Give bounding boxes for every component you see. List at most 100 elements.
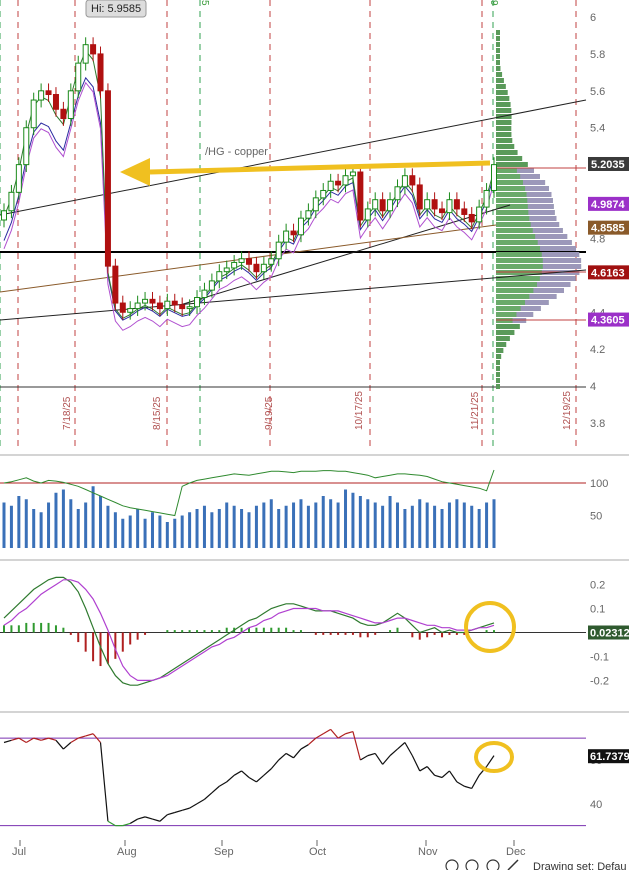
x-axis-label: Jul xyxy=(12,846,26,858)
volume-bar xyxy=(373,502,377,548)
volume-bar xyxy=(143,518,147,548)
price-tag: 4.3605 xyxy=(588,312,629,327)
rsi-tick-label: 40 xyxy=(590,799,602,811)
candle xyxy=(82,44,89,64)
volume-profile-bar xyxy=(496,96,510,101)
candle xyxy=(275,241,282,260)
volume-panel[interactable]: 100 50 xyxy=(0,454,629,548)
green-marker-label: 9 xyxy=(488,0,499,6)
price-tag: 4.9874 xyxy=(588,196,629,211)
volume-bar xyxy=(165,522,169,548)
rsi-segment xyxy=(374,753,384,765)
price-panel[interactable]: 7/18/25 8/15/25 9/19/25 10/17/25 11/21/25 12/… xyxy=(0,0,629,446)
price-tag-box xyxy=(588,156,629,171)
arrow-shaft xyxy=(149,160,491,175)
rsi-segment xyxy=(300,744,309,750)
rsi-segment xyxy=(137,816,146,820)
volume-profile-bar xyxy=(496,186,549,191)
value-area-bar xyxy=(533,288,564,293)
volume-profile-bar xyxy=(496,264,582,269)
macd-histogram-bar xyxy=(255,627,258,633)
volume-bar xyxy=(321,496,325,548)
date-marker-label: 12/19/25 xyxy=(562,391,573,430)
macd-histogram-bar xyxy=(277,627,280,633)
volume-profile-bar xyxy=(496,360,500,365)
volume-profile-bar xyxy=(496,180,546,185)
macd-histogram-bar xyxy=(181,630,184,633)
value-area-bar xyxy=(542,264,582,269)
macd-tick-label: 0.2 xyxy=(590,580,605,592)
volume-bar xyxy=(455,499,459,548)
rsi-segment xyxy=(471,775,480,789)
volume-avg-line xyxy=(3,469,495,517)
candle xyxy=(253,263,260,273)
volume-profile-bar xyxy=(496,30,500,35)
candle xyxy=(342,175,349,186)
macd-histogram-bar xyxy=(411,632,414,638)
pencil-icon[interactable] xyxy=(507,859,519,870)
macd-histogram-bar xyxy=(225,627,228,633)
candle xyxy=(127,308,134,313)
price-tag: 5.2035 xyxy=(588,156,629,171)
rsi-segment xyxy=(389,748,398,757)
volume-profile-bar xyxy=(496,228,563,233)
macd-histogram-bar xyxy=(248,627,250,633)
value-area-bar xyxy=(540,246,577,251)
x-axis-label: Dec xyxy=(506,846,526,858)
value-area-bar xyxy=(516,168,535,173)
zoom-out-icon[interactable] xyxy=(465,859,479,870)
rsi-segment xyxy=(167,811,175,816)
candle xyxy=(439,208,446,214)
volume-profile-bar xyxy=(496,60,500,65)
volume-bar xyxy=(358,496,362,548)
candle xyxy=(223,267,230,273)
volume-profile-bar xyxy=(496,54,500,59)
candle xyxy=(491,164,497,191)
drawing-set-label[interactable]: Drawing set: Defau xyxy=(533,861,627,870)
volume-profile-bar xyxy=(496,306,541,311)
candle xyxy=(453,199,460,210)
rsi-segment xyxy=(107,820,116,827)
candle xyxy=(201,289,208,299)
value-area-bar xyxy=(528,210,555,215)
rsi-segment xyxy=(218,781,228,787)
candle xyxy=(446,199,453,214)
volume-bar xyxy=(240,509,244,548)
rsi-segment xyxy=(189,803,198,809)
candle xyxy=(1,210,7,221)
volume-bar xyxy=(269,499,273,548)
date-marker-label: 7/18/25 xyxy=(62,396,73,430)
candle xyxy=(104,90,111,267)
macd-histogram-bar xyxy=(218,630,221,633)
macd-histogram-bar xyxy=(351,632,354,635)
x-axis: Jul Aug Sep Oct Nov Dec xyxy=(12,840,526,858)
rsi-highlight-circle xyxy=(474,741,514,773)
date-marker-label: 9/19/25 xyxy=(264,396,275,430)
macd-histogram-bar xyxy=(426,632,429,638)
rsi-segment xyxy=(204,792,213,800)
macd-histogram-bar xyxy=(285,627,288,633)
footer-toolbar: Drawing set: Defau xyxy=(445,859,627,870)
rsi-panel[interactable]: 604061.7379 xyxy=(0,711,629,827)
candle xyxy=(461,208,468,215)
pan-icon[interactable] xyxy=(486,859,500,870)
price-tag-box xyxy=(588,312,629,327)
volume-bar xyxy=(69,499,73,548)
volume-profile-bar xyxy=(496,372,500,377)
candle xyxy=(312,197,319,212)
candle xyxy=(186,306,193,310)
macd-panel[interactable]: 0.20.10-0.1-0.20.02312 xyxy=(0,559,629,687)
rsi-segment xyxy=(18,737,27,744)
macd-histogram-bar xyxy=(314,632,317,635)
rsi-segment xyxy=(278,752,287,761)
volume-profile-bar xyxy=(496,42,500,47)
volume-bar xyxy=(492,499,496,548)
ma-blue xyxy=(3,76,495,321)
value-area-bar xyxy=(529,294,557,299)
rsi-segment xyxy=(233,770,242,776)
macd-histogram-bar xyxy=(62,627,65,633)
rsi-segment xyxy=(152,818,161,822)
macd-histogram-bar xyxy=(173,630,176,633)
zoom-in-icon[interactable] xyxy=(445,859,459,870)
candle xyxy=(268,258,275,265)
